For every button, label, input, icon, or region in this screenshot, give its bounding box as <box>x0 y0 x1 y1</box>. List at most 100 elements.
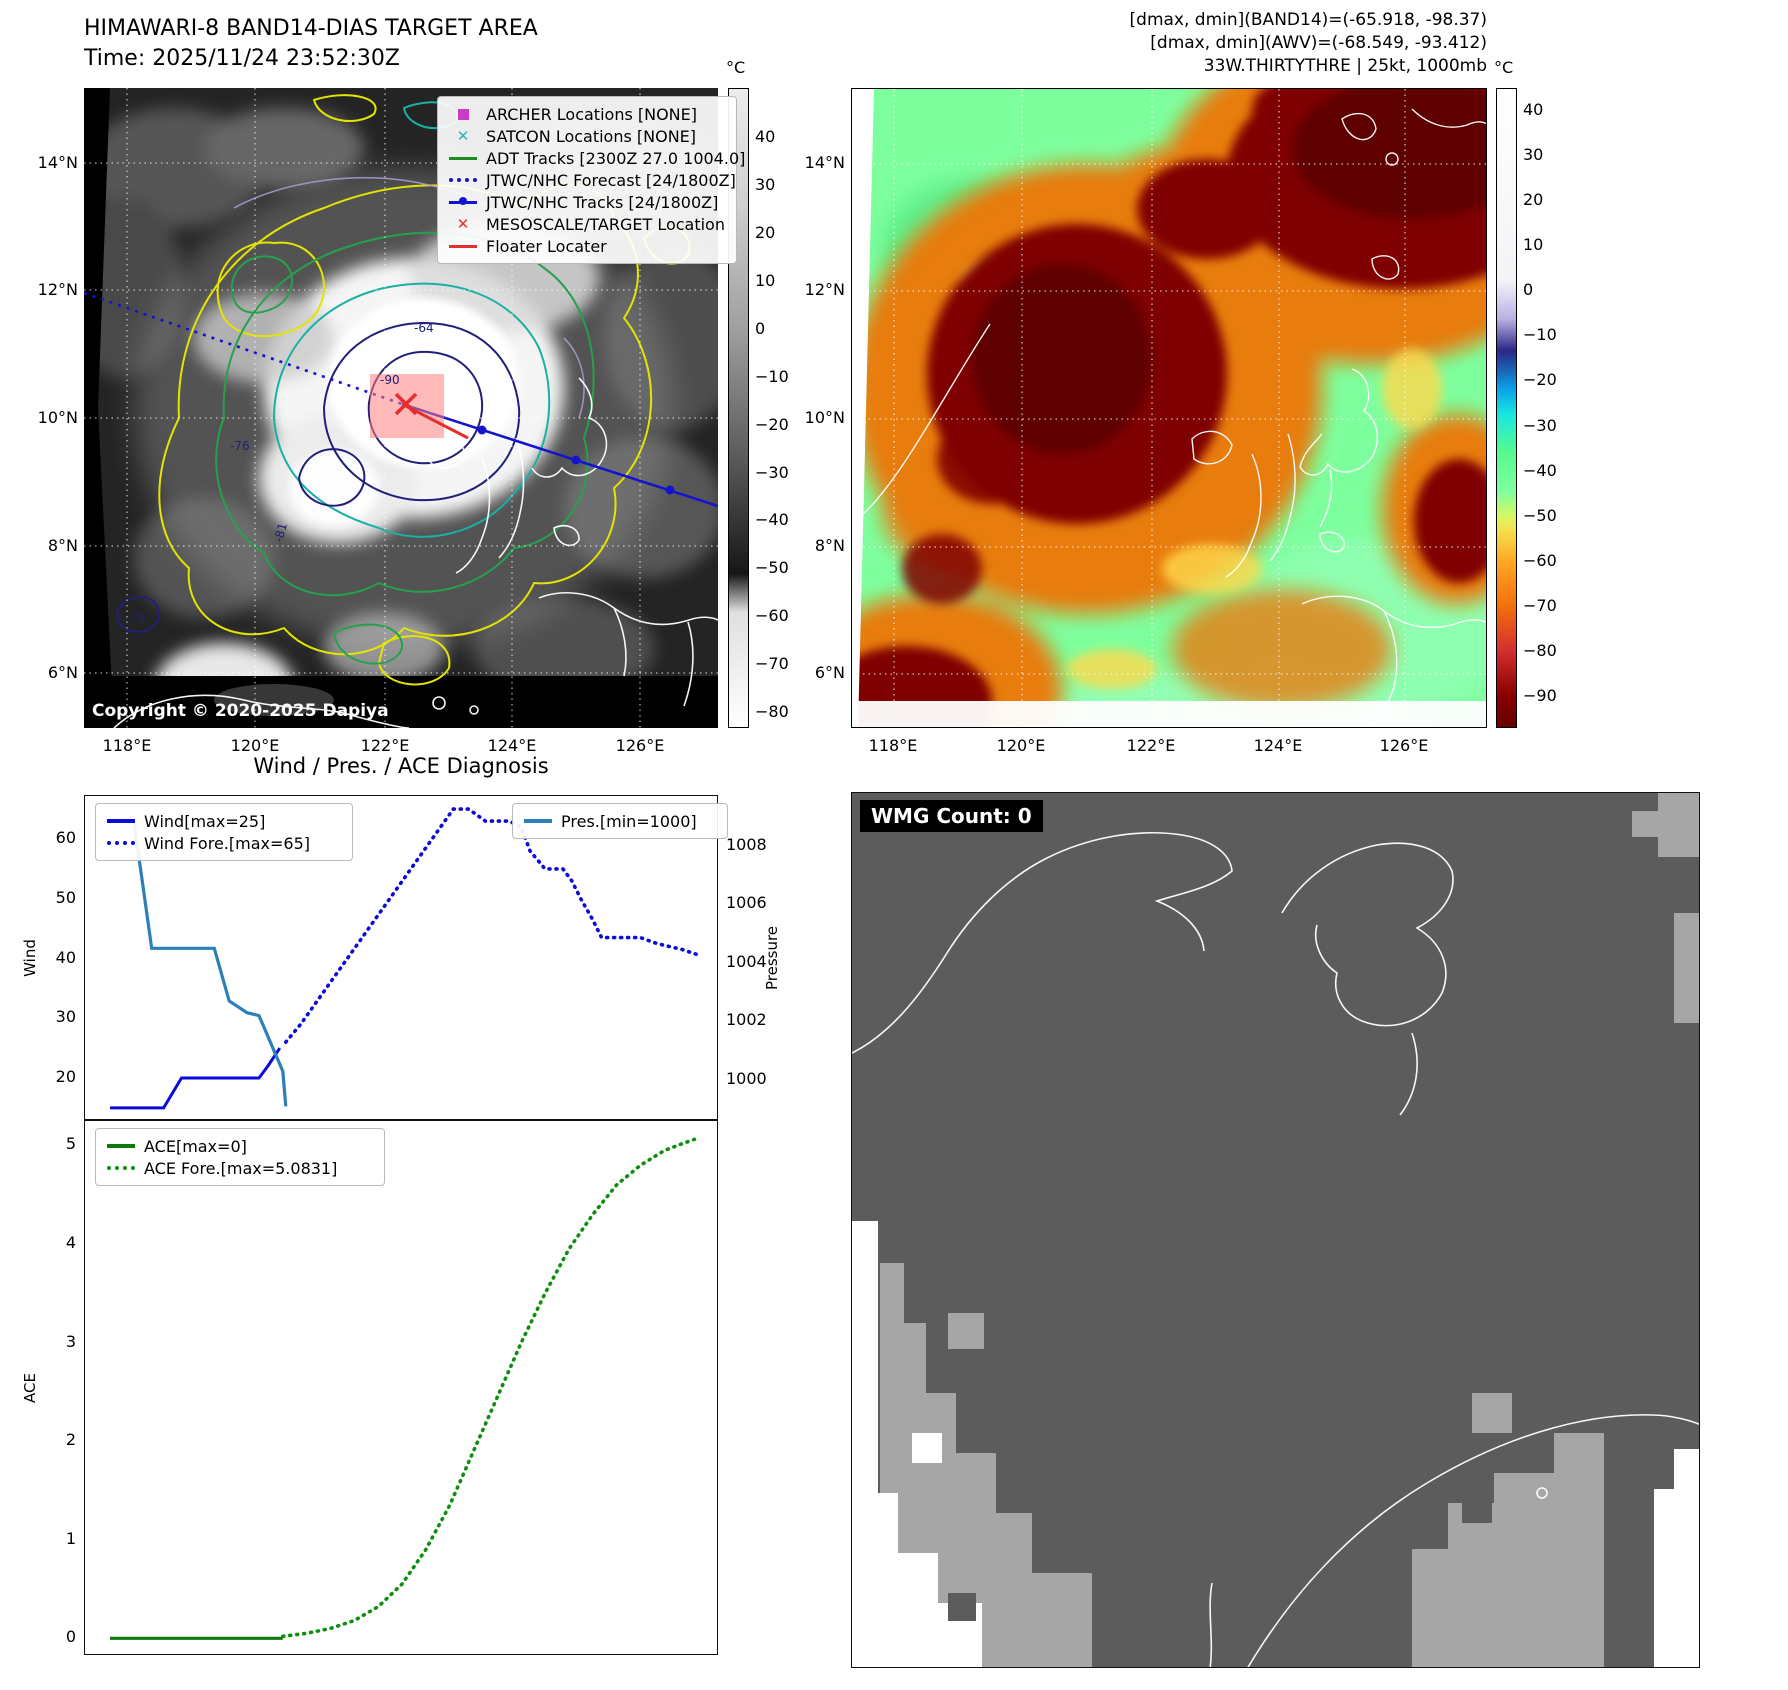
colorbar-tick: −40 <box>755 510 789 529</box>
copyright-text: Copyright © 2020-2025 Dapiya <box>92 701 389 721</box>
lat-tick: 8°N <box>814 536 845 555</box>
colorbar-tick: 40 <box>755 127 776 146</box>
colorbar-tick: 10 <box>755 271 776 290</box>
legend-item-archer: ARCHER Locations [NONE] <box>448 103 726 125</box>
legend-item-wind-fore: Wind Fore.[max=65] <box>106 832 342 854</box>
legend-label: ACE[max=0] <box>144 1136 247 1156</box>
line-marker-icon <box>448 244 478 248</box>
legend-label: Pres.[min=1000] <box>561 811 697 831</box>
pressure-tick: 1004 <box>726 952 767 971</box>
colorbar-tick: −60 <box>755 606 789 625</box>
pressure-tick: 1006 <box>726 893 767 912</box>
contour-label: -64 <box>414 321 434 335</box>
lon-tick: 124°E <box>1253 736 1303 755</box>
lon-tick: 122°E <box>1126 736 1176 755</box>
legend-label: ADT Tracks [2300Z 27.0 1004.0] <box>486 148 746 168</box>
wmg-map-svg <box>852 793 1699 1667</box>
lon-tick: 120°E <box>230 736 280 755</box>
diagnosis-title: Wind / Pres. / ACE Diagnosis <box>253 754 549 778</box>
ace-tick: 3 <box>65 1332 76 1351</box>
contour-label: -76 <box>230 439 250 453</box>
legend-item-mesoscale: ✕ MESOSCALE/TARGET Location <box>448 213 726 235</box>
series-observed <box>110 1047 282 1110</box>
colorbar-tick: 10 <box>1523 235 1544 254</box>
contour-value-labels: -64 -76 -81 -90 -79 <box>126 321 434 625</box>
ace-legend: ACE[max=0] ACE Fore.[max=5.0831] <box>95 1128 385 1186</box>
no-data-bottom-strip <box>84 676 718 728</box>
lat-tick: 14°N <box>804 153 845 172</box>
colorbar-tick: −50 <box>1523 506 1557 525</box>
wind-tick: 20 <box>55 1067 76 1086</box>
series-observed <box>107 819 288 1107</box>
colorbar-tick: −30 <box>1523 416 1557 435</box>
legend-item-ace: ACE[max=0] <box>106 1135 374 1157</box>
coastlines <box>852 832 1699 1667</box>
colorbar-tick: 0 <box>1523 280 1534 299</box>
lon-tick: 122°E <box>360 736 410 755</box>
band14-time: Time: 2025/11/24 23:52:30Z <box>84 46 400 71</box>
series-forecast <box>284 807 702 1044</box>
wmg-count-label: WMG Count: 0 <box>860 800 1043 832</box>
line-marker-icon <box>106 1144 136 1148</box>
colorbar-tick: 30 <box>1523 145 1544 164</box>
ace-tick: 5 <box>65 1134 76 1153</box>
legend-label: SATCON Locations [NONE] <box>486 126 697 146</box>
legend-label: Wind[max=25] <box>144 811 266 831</box>
dotted-line-marker-icon <box>106 841 136 845</box>
colorbar-tick: 40 <box>1523 100 1544 119</box>
contours-green <box>215 231 595 665</box>
line-marker-icon <box>448 156 478 160</box>
coastlines <box>861 108 1486 727</box>
colorbar-tick: 0 <box>755 319 766 338</box>
pressure-tick: 1000 <box>726 1069 767 1088</box>
wind-axis-label: Wind <box>21 939 39 977</box>
lat-tick: 10°N <box>804 408 845 427</box>
colorbar-tick: −80 <box>1523 641 1557 660</box>
legend-label: ACE Fore.[max=5.0831] <box>144 1158 338 1178</box>
awv-header-line-3: 33W.THIRTYTHRE | 25kt, 1000mb <box>1203 56 1487 76</box>
legend-label: ARCHER Locations [NONE] <box>486 104 697 124</box>
wmg-darkgray-holes <box>948 1493 1492 1621</box>
lon-tick: 126°E <box>1379 736 1429 755</box>
lon-tick: 124°E <box>487 736 537 755</box>
line-marker-icon <box>523 819 553 823</box>
ace-tick: 0 <box>65 1627 76 1646</box>
wind-tick: 60 <box>55 828 76 847</box>
swath-edge <box>84 88 114 728</box>
ace-tick: 4 <box>65 1233 76 1252</box>
contour-label: -79 <box>126 611 146 625</box>
lon-tick: 120°E <box>996 736 1046 755</box>
legend-label: Wind Fore.[max=65] <box>144 833 310 853</box>
pressure-legend: Pres.[min=1000] <box>512 803 728 839</box>
contour-label: -81 <box>271 521 290 544</box>
square-marker-icon <box>448 108 478 120</box>
pressure-tick: 1008 <box>726 835 767 854</box>
ace-chart <box>84 1120 718 1655</box>
colorbar-tick: −30 <box>755 463 789 482</box>
legend-label: Floater Locater <box>486 236 607 256</box>
colorbar-tick: −10 <box>1523 325 1557 344</box>
lat-tick: 12°N <box>804 280 845 299</box>
awv-map-svg <box>852 89 1486 727</box>
legend-item-satcon: ✕ SATCON Locations [NONE] <box>448 125 726 147</box>
colorbar-unit: °C <box>1494 58 1514 77</box>
legend-item-ace-fore: ACE Fore.[max=5.0831] <box>106 1157 374 1179</box>
colorbar-tick: −20 <box>1523 370 1557 389</box>
wind-legend: Wind[max=25] Wind Fore.[max=65] <box>95 803 353 861</box>
legend-item-floater: Floater Locater <box>448 235 726 257</box>
wmg-white-patches <box>852 1221 1699 1667</box>
x-marker-icon: ✕ <box>456 126 470 145</box>
ace-tick: 2 <box>65 1430 76 1449</box>
wind-tick: 40 <box>55 948 76 967</box>
wmg-map <box>851 792 1700 1668</box>
dotted-line-marker-icon <box>448 178 478 182</box>
lat-tick: 8°N <box>47 536 78 555</box>
coastlines <box>113 377 718 728</box>
colorbar-tick: −80 <box>755 702 789 721</box>
lat-tick: 6°N <box>814 663 845 682</box>
series-forecast <box>281 1135 702 1639</box>
grid-lines <box>852 89 1486 727</box>
awv-bottom-edge <box>852 701 1486 727</box>
awv-left-edge <box>852 89 874 727</box>
lat-tick: 10°N <box>37 408 78 427</box>
